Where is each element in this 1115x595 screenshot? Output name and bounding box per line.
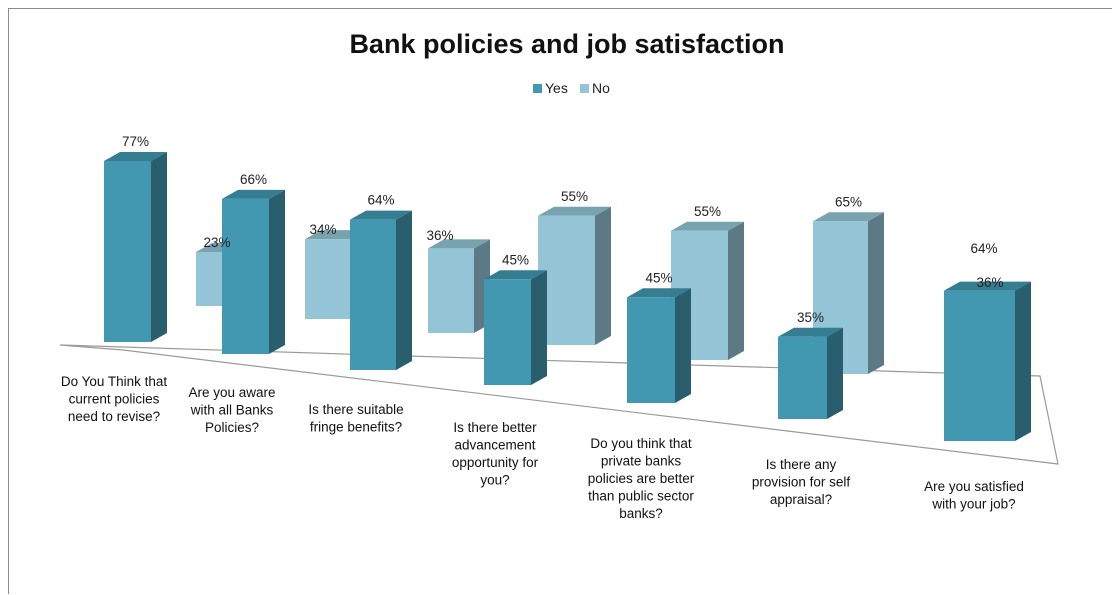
bar-no-4-side [595,206,611,345]
bar-yes-1-side [151,152,167,342]
chart-floor [59,344,1059,465]
data-label-no-6: 65% [835,194,862,209]
bar-no-5-top [671,221,744,231]
data-label-no-4: 55% [561,189,588,204]
bar-no-3-front [428,248,474,333]
bar-no-5-side [728,221,744,360]
data-label-yes-3: 64% [367,193,394,208]
bars-group [104,152,1031,441]
category-label-7-line-2: with your job? [931,497,1015,512]
bar-yes-4-side [531,270,547,385]
bar-yes-5-front [627,297,675,403]
category-label-4-line-3: opportunity for [452,455,539,470]
data-label-yes-1: 77% [122,134,149,149]
bar-yes-3 [350,210,412,370]
chart-frame [8,8,1112,594]
category-label-2-line-1: Are you aware [188,385,275,400]
bar-yes-7-top [944,281,1031,291]
category-label-5-line-3: policies are better [588,471,695,486]
bar-yes-2-front [222,198,269,354]
data-label-no-2: 34% [309,222,336,237]
category-label-5-line-1: Do you think that [590,436,692,451]
bar-no-3-top [428,239,490,249]
chart-title: Bank policies and job satisfaction [349,29,784,59]
bar-no-4-front [538,215,595,345]
bar-no-6-top [813,212,884,222]
bar-yes-4 [484,270,547,385]
bar-no-2-front [305,239,351,319]
data-label-no-7: 36% [976,275,1003,290]
data-label-no-5: 55% [694,204,721,219]
bar-yes-6-top [778,327,843,337]
bar-yes-3-front [350,219,396,370]
category-label-1-line-1: Do You Think that [61,374,168,389]
legend-label-no: No [592,80,610,96]
bar-yes-4-front [484,279,531,385]
bar-yes-7 [944,281,1031,441]
category-label-4-line-2: advancement [454,438,535,453]
bar-yes-1 [104,152,167,342]
bar-no-4 [538,206,611,345]
category-label-6-line-1: Is there any [766,457,837,472]
bar-no-4-top [538,206,611,216]
bar-yes-5-top [627,288,691,298]
legend-swatch-yes [533,84,542,93]
bar-yes-3-side [396,210,412,370]
category-label-7-line-1: Are you satisfied [924,479,1024,494]
bar-yes-3-top [350,210,412,220]
category-label-2-line-2: with all Banks [190,403,274,418]
data-label-no-1: 23% [203,235,230,250]
bar-yes-1-top [104,152,167,162]
bar-no-3 [428,239,490,333]
category-label-5-line-5: banks? [619,506,663,521]
bar-yes-6 [778,327,843,419]
bar-yes-5 [627,288,691,403]
legend-label-yes: Yes [545,80,568,96]
data-label-yes-6: 35% [797,310,824,325]
bar-yes-2 [222,189,285,354]
bar-yes-1-front [104,161,151,342]
category-label-3-line-2: fringe benefits? [310,420,402,435]
data-label-yes-2: 66% [240,172,267,187]
bar-yes-7-front [944,290,1015,441]
data-labels-group: 77% 23% 66% 34% 64% 36% 45% 55% 45% 55% 35% 65% 64% 3… [122,134,1004,325]
category-label-6-line-2: provision for self [752,475,851,490]
bar-yes-2-top [222,189,285,199]
bar-yes-6-front [778,336,827,419]
data-label-yes-4: 45% [502,252,529,267]
data-label-yes-5: 45% [645,270,672,285]
category-labels-group: Do You Think that current policies need to… [61,374,1024,521]
bar-yes-7-side [1015,281,1031,441]
data-label-no-3: 36% [426,228,453,243]
category-label-5-line-4: than public sector [588,489,694,504]
legend-swatch-no [580,84,589,93]
category-label-4-line-1: Is there better [453,420,537,435]
legend: Yes No [533,80,610,96]
category-label-3-line-1: Is there suitable [308,402,403,417]
category-label-1-line-3: need to revise? [68,409,160,424]
category-label-6-line-3: appraisal? [770,492,832,507]
bar-yes-4-top [484,270,547,280]
bar-yes-6-side [827,327,843,419]
category-label-2-line-3: Policies? [205,420,259,435]
data-label-yes-7: 64% [970,241,997,256]
category-label-5-line-2: private banks [601,454,682,469]
bar-no-6-side [868,212,884,374]
category-label-4-line-4: you? [480,473,509,488]
bar-yes-2-side [269,189,285,354]
category-label-1-line-2: current policies [69,392,160,407]
bar-yes-5-side [675,288,691,403]
